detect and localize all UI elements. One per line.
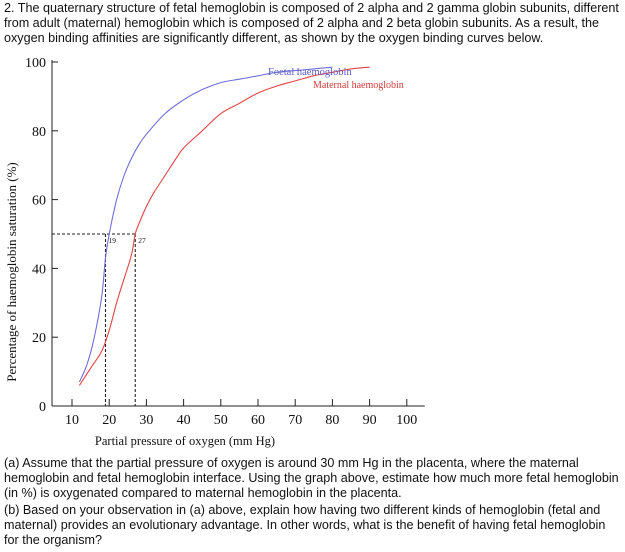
foetal-curve-label: Foetal haemoglobin <box>268 67 352 78</box>
reference-lines: 19 27 <box>52 233 146 406</box>
y-tick-label: 100 <box>25 56 46 71</box>
y-tick-label: 60 <box>32 194 46 209</box>
x-tick-label: 60 <box>251 413 265 428</box>
annotation-label-19: 19 <box>108 236 116 245</box>
curves-group <box>78 66 370 386</box>
x-tick-label: 10 <box>65 413 79 428</box>
chart-axes <box>51 60 425 407</box>
maternal-curve <box>78 66 370 386</box>
y-tick-label: 80 <box>32 125 46 140</box>
question-intro: 2. The quaternary structure of fetal hem… <box>4 1 619 45</box>
foetal-curve <box>78 66 333 383</box>
tick-labels: 0 20 40 60 80 100 10 20 30 40 50 60 70 80 90 100 <box>25 56 417 428</box>
maternal-curve-label: Maternal haemoglobin <box>313 80 404 91</box>
x-tick-label: 20 <box>102 413 116 428</box>
x-tick-label: 90 <box>363 413 377 428</box>
y-tick-label: 0 <box>39 400 46 415</box>
question-part-b: (b) Based on your observation in (a) abo… <box>4 503 606 547</box>
x-tick-label: 80 <box>325 413 339 428</box>
x-axis-label: Partial pressure of oxygen (mm Hg) <box>95 434 275 448</box>
question-part-a: (a) Assume that the partial pressure of … <box>4 456 619 500</box>
annotation-label-27: 27 <box>138 236 146 245</box>
x-tick-label: 30 <box>139 413 153 428</box>
x-tick-label: 70 <box>288 413 302 428</box>
y-tick-label: 40 <box>32 262 46 277</box>
x-tick-label: 100 <box>396 413 417 428</box>
x-tick-label: 50 <box>214 413 228 428</box>
y-tick-label: 20 <box>32 331 46 346</box>
x-tick-label: 40 <box>177 413 191 428</box>
y-axis-label: Percentage of haemoglobin saturation (%) <box>4 162 19 381</box>
